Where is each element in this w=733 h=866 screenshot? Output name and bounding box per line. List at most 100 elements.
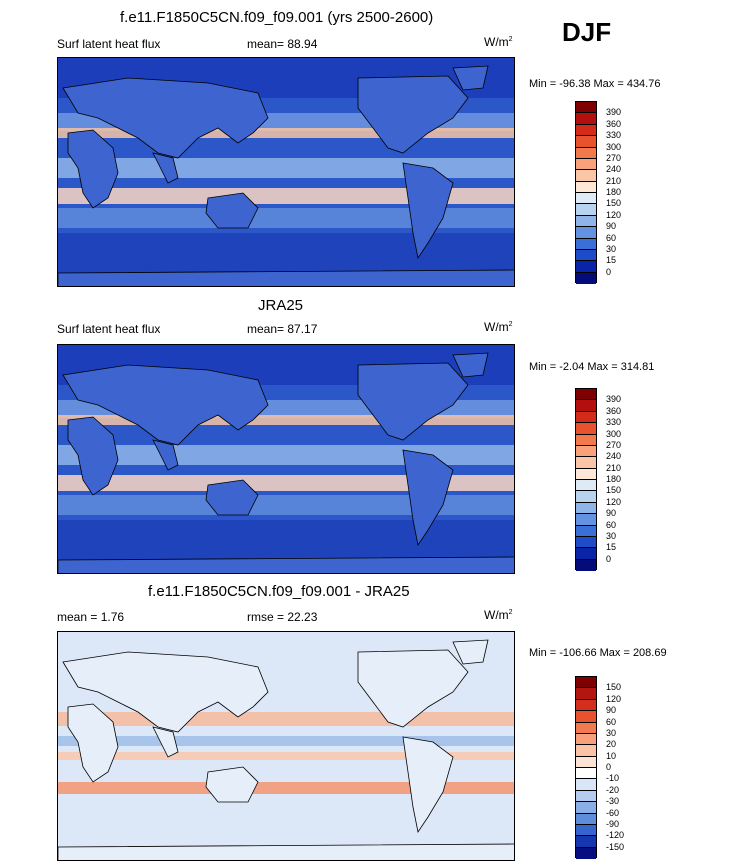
- colorbar-swatch: [576, 757, 596, 768]
- colorbar-swatch: [576, 102, 596, 113]
- colorbar-swatch: [576, 836, 596, 847]
- colorbar-swatch: [576, 148, 596, 159]
- colorbar-tick-label: 240: [606, 451, 621, 461]
- colorbar-tick-label: 300: [606, 142, 621, 152]
- colorbar-tick-label: 120: [606, 694, 621, 704]
- panel1-colorbar: [575, 101, 597, 283]
- colorbar-tick-label: 0: [606, 554, 611, 564]
- colorbar-tick-label: 330: [606, 130, 621, 140]
- colorbar-tick-label: 60: [606, 520, 616, 530]
- colorbar-swatch: [576, 435, 596, 446]
- colorbar-swatch: [576, 537, 596, 548]
- panel1-variable-label: Surf latent heat flux: [57, 37, 160, 51]
- panel2-minmax: Min = -2.04 Max = 314.81: [529, 361, 654, 373]
- colorbar-tick-label: 0: [606, 267, 611, 277]
- colorbar-swatch: [576, 193, 596, 204]
- colorbar-swatch: [576, 446, 596, 457]
- colorbar-swatch: [576, 469, 596, 480]
- panel2-units: W/m2: [484, 320, 513, 334]
- colorbar-swatch: [576, 848, 596, 859]
- colorbar-swatch: [576, 688, 596, 699]
- panel3-minmax: Min = -106.66 Max = 208.69: [529, 647, 667, 659]
- colorbar-tick-label: 360: [606, 119, 621, 129]
- panel2-title: JRA25: [258, 297, 303, 314]
- colorbar-swatch: [576, 239, 596, 250]
- panel2-variable-label: Surf latent heat flux: [57, 322, 160, 336]
- panel2-map: [57, 344, 515, 574]
- colorbar-tick-label: 15: [606, 542, 616, 552]
- colorbar-tick-label: 120: [606, 497, 621, 507]
- colorbar-swatch: [576, 227, 596, 238]
- colorbar-tick-label: 60: [606, 717, 616, 727]
- colorbar-tick-label: 90: [606, 221, 616, 231]
- colorbar-swatch: [576, 745, 596, 756]
- colorbar-tick-label: 390: [606, 394, 621, 404]
- panel2-colorbar: [575, 388, 597, 570]
- colorbar-tick-label: 390: [606, 107, 621, 117]
- panel1-mean-label: mean= 88.94: [247, 37, 317, 51]
- season-label: DJF: [562, 17, 611, 48]
- colorbar-swatch: [576, 491, 596, 502]
- colorbar-tick-label: 0: [606, 762, 611, 772]
- colorbar-tick-label: 30: [606, 531, 616, 541]
- colorbar-swatch: [576, 216, 596, 227]
- colorbar-swatch: [576, 503, 596, 514]
- colorbar-swatch: [576, 723, 596, 734]
- colorbar-swatch: [576, 514, 596, 525]
- colorbar-tick-label: 210: [606, 463, 621, 473]
- colorbar-swatch: [576, 768, 596, 779]
- colorbar-tick-label: 30: [606, 244, 616, 254]
- colorbar-tick-label: -120: [606, 830, 624, 840]
- colorbar-tick-label: 15: [606, 255, 616, 265]
- colorbar-swatch: [576, 204, 596, 215]
- colorbar-swatch: [576, 457, 596, 468]
- colorbar-tick-label: 150: [606, 198, 621, 208]
- colorbar-tick-label: 360: [606, 406, 621, 416]
- colorbar-tick-label: 90: [606, 508, 616, 518]
- colorbar-swatch: [576, 113, 596, 124]
- colorbar-swatch: [576, 734, 596, 745]
- panel1-minmax: Min = -96.38 Max = 434.76: [529, 78, 660, 90]
- panel1-title: f.e11.F1850C5CN.f09_f09.001 (yrs 2500-26…: [120, 9, 433, 26]
- colorbar-tick-label: -10: [606, 773, 619, 783]
- colorbar-tick-label: 180: [606, 474, 621, 484]
- colorbar-tick-label: 60: [606, 233, 616, 243]
- panel3-title: f.e11.F1850C5CN.f09_f09.001 - JRA25: [148, 583, 410, 600]
- colorbar-swatch: [576, 182, 596, 193]
- colorbar-swatch: [576, 136, 596, 147]
- colorbar-swatch: [576, 677, 596, 688]
- colorbar-tick-label: 30: [606, 728, 616, 738]
- colorbar-swatch: [576, 526, 596, 537]
- colorbar-tick-label: 240: [606, 164, 621, 174]
- colorbar-swatch: [576, 814, 596, 825]
- colorbar-swatch: [576, 791, 596, 802]
- colorbar-tick-label: 150: [606, 682, 621, 692]
- colorbar-tick-label: -60: [606, 808, 619, 818]
- panel3-mean-label: mean = 1.76: [57, 610, 124, 624]
- colorbar-tick-label: -30: [606, 796, 619, 806]
- panel2-mean-label: mean= 87.17: [247, 322, 317, 336]
- colorbar-tick-label: -20: [606, 785, 619, 795]
- colorbar-tick-label: 180: [606, 187, 621, 197]
- colorbar-tick-label: -150: [606, 842, 624, 852]
- colorbar-tick-label: 270: [606, 153, 621, 163]
- colorbar-swatch: [576, 802, 596, 813]
- panel3-colorbar: [575, 676, 597, 858]
- colorbar-tick-label: 300: [606, 429, 621, 439]
- colorbar-tick-label: 210: [606, 176, 621, 186]
- colorbar-swatch: [576, 250, 596, 261]
- colorbar-tick-label: 150: [606, 485, 621, 495]
- colorbar-swatch: [576, 480, 596, 491]
- colorbar-swatch: [576, 261, 596, 272]
- colorbar-swatch: [576, 423, 596, 434]
- colorbar-swatch: [576, 125, 596, 136]
- colorbar-swatch: [576, 400, 596, 411]
- panel3-map: [57, 631, 515, 861]
- colorbar-tick-label: 10: [606, 751, 616, 761]
- panel3-units: W/m2: [484, 608, 513, 622]
- colorbar-swatch: [576, 389, 596, 400]
- colorbar-swatch: [576, 779, 596, 790]
- colorbar-tick-label: -90: [606, 819, 619, 829]
- colorbar-swatch: [576, 412, 596, 423]
- colorbar-swatch: [576, 560, 596, 571]
